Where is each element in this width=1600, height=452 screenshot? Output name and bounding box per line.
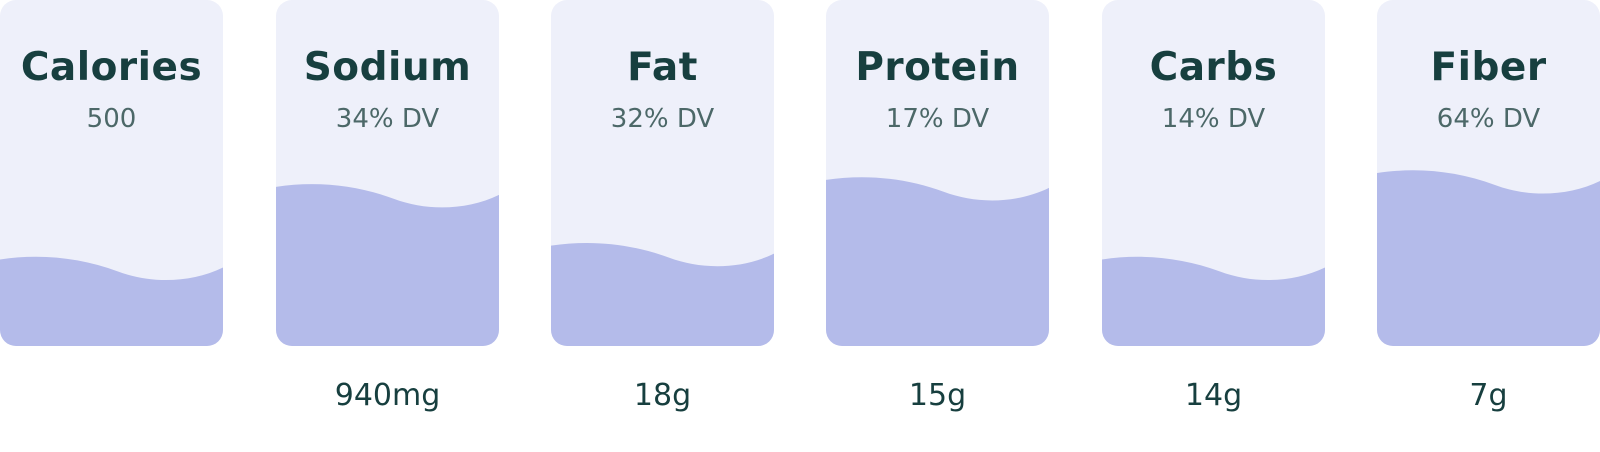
nutrient-sodium: Sodium 34% DV 940mg: [276, 0, 499, 452]
nutrient-daily-value: 64% DV: [1436, 104, 1541, 134]
nutrient-daily-value: 500: [86, 104, 137, 134]
nutrient-amount: 14g: [1184, 378, 1243, 413]
fill-level-wave: [1377, 170, 1600, 346]
nutrient-name: Carbs: [1149, 45, 1278, 90]
nutrient-card: Carbs 14% DV: [1102, 0, 1325, 346]
nutrient-card: Protein 17% DV: [826, 0, 1049, 346]
nutrient-card: Calories 500: [0, 0, 223, 346]
fill-level-wave: [826, 177, 1049, 346]
nutrient-protein: Protein 17% DV 15g: [826, 0, 1049, 452]
nutrient-card: Fiber 64% DV: [1377, 0, 1600, 346]
nutrient-daily-value: 34% DV: [335, 104, 440, 134]
nutrient-calories: Calories 500: [0, 0, 223, 452]
fill-level-wave: [551, 242, 774, 346]
nutrient-name: Fiber: [1430, 45, 1547, 90]
nutrient-name: Protein: [855, 45, 1020, 90]
nutrient-name: Calories: [20, 45, 203, 90]
fill-level-wave: [0, 256, 223, 346]
nutrient-amount: 15g: [908, 378, 967, 413]
nutrient-daily-value: 14% DV: [1161, 104, 1266, 134]
nutrient-carbs: Carbs 14% DV 14g: [1102, 0, 1325, 452]
nutrient-name: Fat: [627, 45, 698, 90]
nutrient-name: Sodium: [303, 45, 472, 90]
nutrient-fiber: Fiber 64% DV 7g: [1377, 0, 1600, 452]
nutrient-amount: 940mg: [334, 378, 441, 413]
nutrient-card: Fat 32% DV: [551, 0, 774, 346]
nutrient-amount: 18g: [633, 378, 692, 413]
nutrient-daily-value: 17% DV: [885, 104, 990, 134]
nutrient-card: Sodium 34% DV: [276, 0, 499, 346]
fill-level-wave: [276, 184, 499, 346]
nutrient-fat: Fat 32% DV 18g: [551, 0, 774, 452]
nutrient-amount: 7g: [1469, 378, 1508, 413]
fill-level-wave: [1102, 256, 1325, 346]
nutrient-daily-value: 32% DV: [610, 104, 715, 134]
